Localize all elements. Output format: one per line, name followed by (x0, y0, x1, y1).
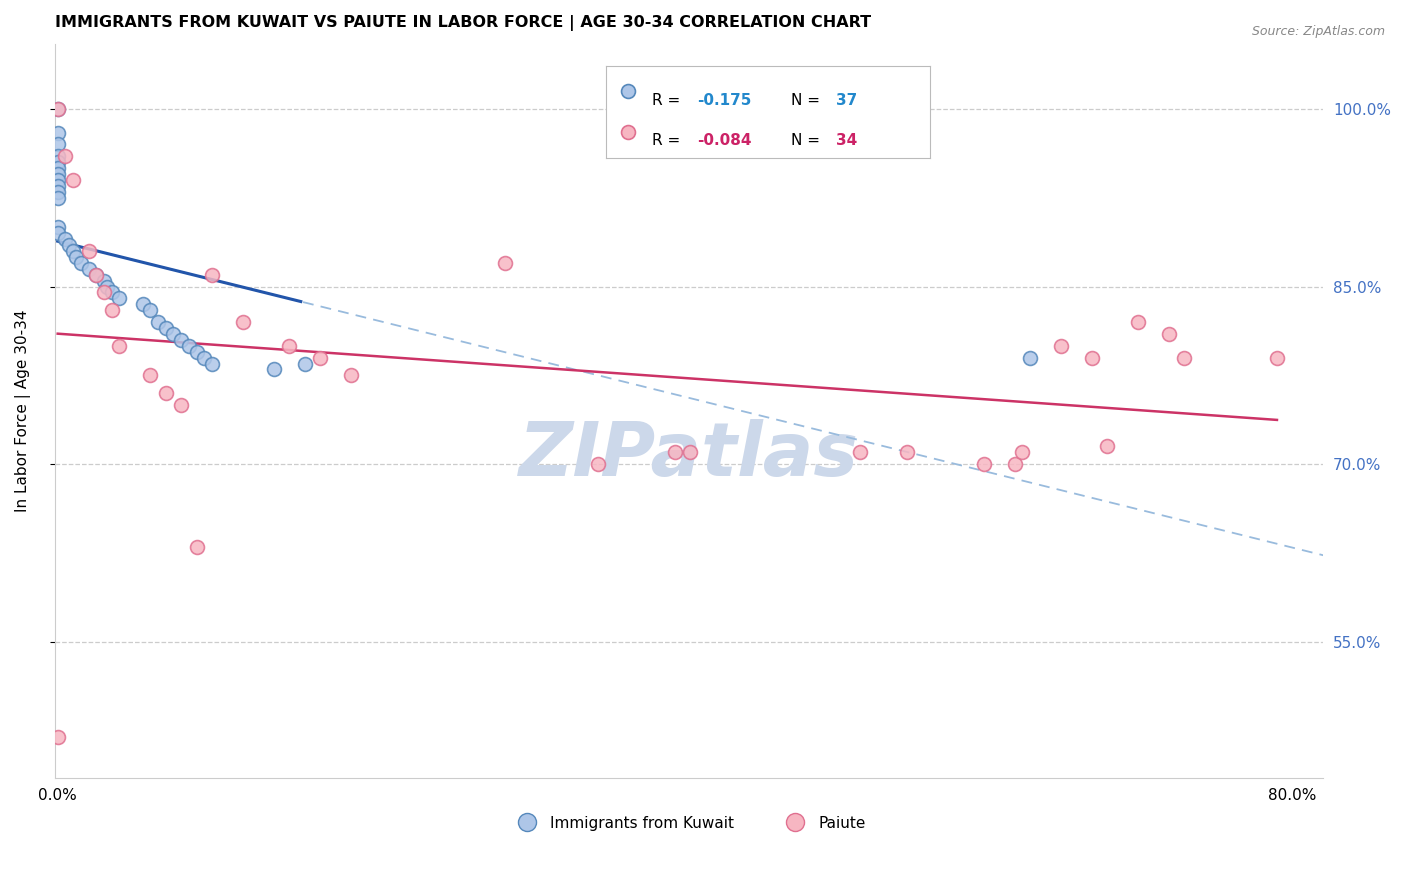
Point (679, 445, 702, 459)
Point (340, 368, 363, 383)
Point (155, 321, 177, 335)
Point (162, 326, 184, 341)
Point (84, 268, 107, 282)
Point (1126, 315, 1149, 329)
Point (146, 315, 169, 329)
Point (973, 457, 995, 471)
Point (108, 339, 131, 353)
Point (65, 250, 87, 264)
Point (62, 244, 84, 258)
Point (55, 232, 77, 246)
Point (263, 362, 285, 376)
Point (201, 357, 224, 371)
Point (896, 445, 918, 459)
Point (46, 137, 69, 152)
Point (186, 540, 208, 554)
Point (155, 386, 177, 401)
Point (1011, 445, 1033, 459)
Point (1050, 339, 1073, 353)
Point (1173, 351, 1195, 365)
Point (664, 445, 686, 459)
Point (1019, 351, 1042, 365)
Text: Source: ZipAtlas.com: Source: ZipAtlas.com (1251, 25, 1385, 38)
Point (1095, 440, 1118, 454)
Point (100, 303, 122, 318)
Point (232, 315, 254, 329)
Point (131, 297, 153, 311)
Point (494, 256, 516, 270)
Point (46, 149, 69, 163)
Point (309, 351, 332, 365)
Point (46, 167, 69, 181)
Point (93, 274, 115, 288)
Point (46, 185, 69, 199)
Point (170, 398, 193, 412)
Point (46, 178, 69, 193)
Point (46, 173, 69, 187)
Point (46, 161, 69, 175)
Point (1157, 326, 1180, 341)
Point (201, 268, 224, 282)
Point (1081, 351, 1104, 365)
Point (186, 344, 208, 359)
Text: ZIPatlas: ZIPatlas (519, 418, 859, 491)
Point (100, 285, 122, 300)
Point (55, 149, 77, 163)
Point (46, 730, 69, 744)
Point (58, 238, 80, 252)
Point (46, 191, 69, 205)
Point (62, 173, 84, 187)
Legend: Immigrants from Kuwait, Paiute: Immigrants from Kuwait, Paiute (506, 809, 872, 837)
Point (46, 102, 69, 116)
Point (93, 285, 115, 300)
Point (46, 155, 69, 169)
Point (46, 126, 69, 140)
Point (46, 102, 69, 116)
Y-axis label: In Labor Force | Age 30-34: In Labor Force | Age 30-34 (15, 310, 31, 512)
Point (278, 339, 301, 353)
Point (77, 244, 100, 258)
Point (96, 279, 118, 293)
Point (139, 303, 162, 318)
Point (177, 339, 200, 353)
Point (294, 357, 316, 371)
Point (139, 368, 162, 383)
Point (46, 226, 69, 240)
Point (108, 292, 131, 306)
Point (1004, 457, 1026, 471)
Point (193, 351, 215, 365)
Point (46, 220, 69, 235)
Text: IMMIGRANTS FROM KUWAIT VS PAIUTE IN LABOR FORCE | AGE 30-34 CORRELATION CHART: IMMIGRANTS FROM KUWAIT VS PAIUTE IN LABO… (55, 15, 870, 31)
Point (1265, 351, 1288, 365)
Point (70, 256, 93, 270)
Point (849, 445, 872, 459)
Point (586, 457, 609, 471)
Point (84, 268, 107, 282)
Point (77, 261, 100, 276)
Point (170, 333, 193, 347)
